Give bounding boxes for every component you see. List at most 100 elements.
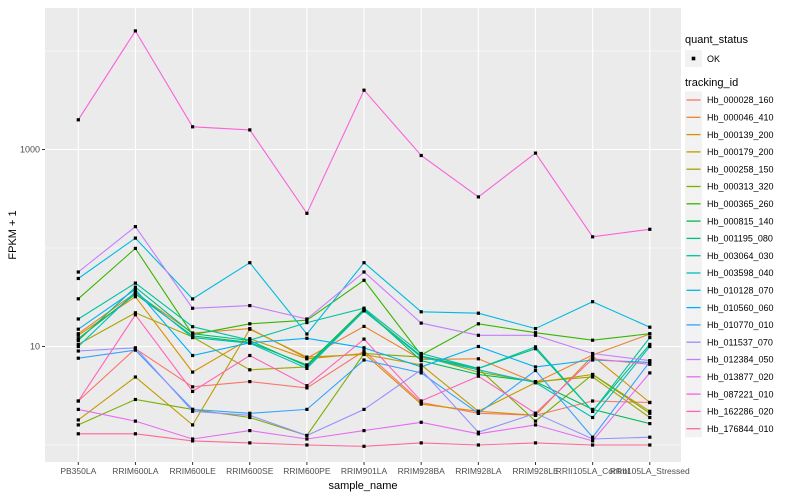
legend-item: Hb_000046_410 [685,108,774,126]
data-point [191,334,195,338]
legend-item-label: Hb_001195_080 [707,234,773,244]
data-point [191,389,195,393]
gridlines [45,8,681,462]
legend-item-label: Hb_010560_060 [707,303,774,313]
data-point [191,297,195,301]
data-point [76,342,80,346]
legend-item: Hb_001195_080 [685,229,773,248]
data-point [362,309,366,313]
data-point [133,281,137,285]
data-point [133,419,137,423]
data-point [76,317,80,321]
data-point [305,433,309,438]
data-point [533,441,538,445]
legend-item-label: Hb_012384_050 [707,355,774,365]
data-point [133,311,137,315]
data-point [362,306,366,310]
data-point [76,333,80,337]
data-point [248,415,252,420]
data-point [419,420,423,424]
data-point [591,439,595,443]
data-point [305,321,309,325]
data-point [648,415,652,420]
data-point [248,353,252,358]
legend-quant-status-ok-label: OK [707,54,720,64]
data-point [648,371,652,375]
legend-item-label: Hb_000046_410 [707,113,774,123]
data-point [191,407,195,411]
data-point [591,443,595,447]
x-tick-label: RRIM600LA [112,466,159,476]
data-point [305,211,309,215]
data-point [133,348,137,352]
data-points [76,29,652,448]
data-point [76,407,80,411]
data-point [191,370,195,374]
data-point [76,399,80,403]
data-point [362,346,366,350]
data-point [305,336,309,340]
legend-item-label: Hb_000258_150 [707,164,774,174]
data-point [591,300,595,304]
data-point [76,418,80,422]
data-point [305,357,309,361]
data-point [133,313,137,317]
data-point [648,400,652,405]
x-tick-label: RRIM928BA [398,466,446,476]
y-tick-label: 1000 [20,145,40,155]
legend-item: Hb_013877_020 [685,368,774,386]
plot-panel [45,8,681,462]
data-point [591,357,595,361]
data-point [248,413,252,417]
data-point [305,386,309,390]
data-point [419,402,423,406]
data-point [133,292,137,296]
legend-item-label: Hb_000139_200 [707,130,774,140]
data-point [362,358,366,362]
legend-item: Hb_000258_150 [685,160,774,178]
data-point [248,327,252,331]
data-point [476,344,480,349]
legend-item: Hb_000179_200 [685,143,774,161]
data-point [133,397,137,402]
data-point [191,125,195,129]
data-point [476,370,480,374]
data-point [591,409,595,413]
data-point [133,295,137,299]
data-point [362,88,366,92]
data-point [76,327,80,331]
data-point [248,429,252,433]
data-point [419,399,423,403]
data-point [591,235,595,239]
data-point [248,322,252,326]
data-point [133,236,137,240]
data-point [248,261,252,265]
data-point [305,407,309,411]
data-point [419,363,423,367]
legend-item-label: Hb_011537_070 [707,337,773,347]
data-point [76,344,80,349]
data-point [591,351,595,356]
data-point [476,333,480,337]
data-point [191,437,195,441]
data-point [362,337,366,341]
data-point [476,372,480,377]
data-point [591,437,595,441]
data-point [476,311,480,315]
legend-item: Hb_162286_020 [685,402,774,421]
legend-item: Hb_176844_010 [685,420,774,438]
data-point [305,366,309,370]
legend: quant_status OK tracking_id Hb_000028_16… [685,34,774,438]
legend-item: Hb_000815_140 [685,212,774,230]
x-tick-label: RRIM901LA [341,466,388,476]
data-point [648,409,652,413]
legend-item: Hb_010770_010 [685,316,774,334]
data-point [76,423,80,427]
data-point [419,365,423,369]
data-point [305,332,309,336]
legend-quant-status-title: quant_status [685,34,748,46]
data-point [362,444,366,448]
data-point [476,357,480,361]
legend-item: Hb_087221_010 [685,385,774,403]
